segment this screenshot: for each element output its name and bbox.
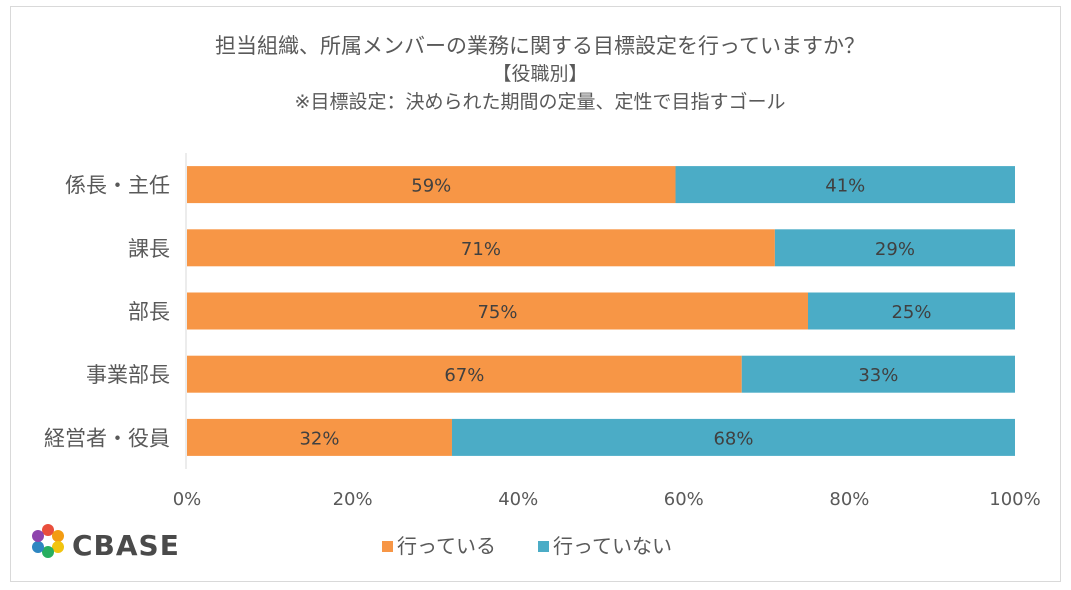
- category-label: 部長: [128, 300, 170, 324]
- bar-data-label: 41%: [825, 176, 865, 197]
- bar-done: [187, 166, 676, 204]
- bar-data-label: 33%: [858, 365, 898, 386]
- bar-data-label: 25%: [891, 302, 931, 323]
- x-axis: 0% 20% 40% 60% 80% 100%: [173, 489, 1041, 510]
- chart-subtitle: 【役職別】: [492, 63, 587, 85]
- category-label: 係長・主任: [65, 174, 170, 198]
- bar-not-done: [451, 418, 1016, 456]
- chart-title: 担当組織、所属メンバーの業務に関する目標設定を行っていますか？: [215, 34, 865, 58]
- legend: 行っている 行っていない: [382, 534, 672, 558]
- bar-data-label: 75%: [477, 302, 517, 323]
- bar-data-label: 32%: [299, 428, 339, 449]
- legend-label-not-done: 行っていない: [553, 534, 672, 558]
- bar-data-label: 29%: [875, 239, 915, 260]
- bar-done: [187, 292, 808, 330]
- category-label: 事業部長: [86, 363, 170, 387]
- bar-not-done: [774, 229, 1015, 267]
- legend-label-done: 行っている: [397, 534, 496, 558]
- bar-data-label: 71%: [461, 239, 501, 260]
- bar-done: [187, 229, 775, 267]
- bar-data-label: 68%: [713, 428, 753, 449]
- x-tick-label: 80%: [829, 489, 869, 510]
- bar-not-done: [808, 292, 1015, 330]
- category-label: 課長: [128, 237, 170, 261]
- cbase-logo-text: CBASE: [72, 529, 180, 562]
- bar-not-done: [741, 355, 1015, 393]
- cbase-flower-icon: [32, 524, 64, 558]
- bar-data-label: 67%: [444, 365, 484, 386]
- cbase-logo: CBASE: [32, 524, 180, 562]
- bars-group: 59% 41% 71% 29% 75% 25% 67% 33% 32% 68%: [187, 166, 1016, 456]
- x-tick-label: 100%: [989, 489, 1040, 510]
- x-tick-label: 40%: [498, 489, 538, 510]
- bar-done: [187, 418, 452, 456]
- chart-note: ※目標設定：決められた期間の定量、定性で目指すゴール: [295, 91, 786, 113]
- x-tick-label: 0%: [173, 489, 202, 510]
- category-label: 経営者・役員: [44, 426, 170, 450]
- legend-swatch-not-done: [538, 541, 549, 552]
- bar-data-label: 59%: [411, 176, 451, 197]
- x-tick-label: 60%: [664, 489, 704, 510]
- legend-swatch-done: [382, 541, 393, 552]
- x-tick-label: 20%: [333, 489, 373, 510]
- bar-not-done: [675, 166, 1015, 204]
- bar-done: [187, 355, 742, 393]
